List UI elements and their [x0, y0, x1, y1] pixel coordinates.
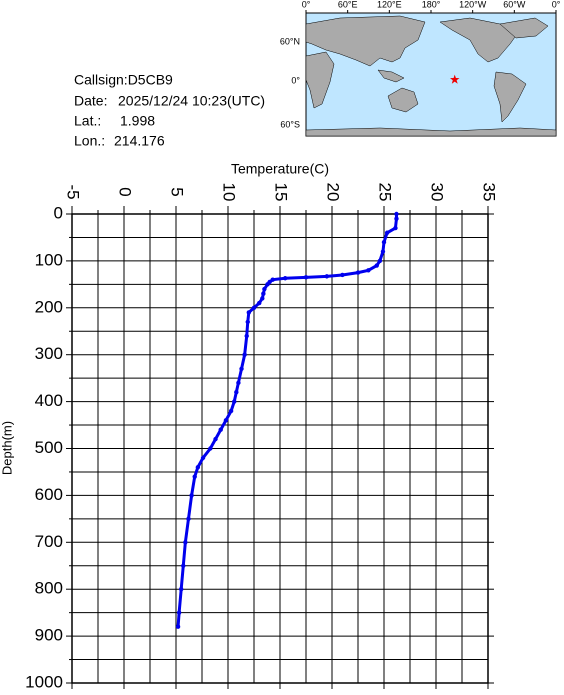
x-axis-title: Temperature(C): [231, 161, 329, 177]
map-lon-label: 120°E: [377, 0, 402, 9]
data-point: [245, 319, 250, 325]
data-point: [223, 418, 229, 423]
lon-label: Lon.:: [74, 133, 105, 149]
map-lon-label: 60°W: [503, 0, 526, 9]
data-point: [340, 272, 345, 278]
y-tick-label: 400: [35, 391, 63, 410]
world-map: [305, 12, 557, 137]
y-tick-label: 300: [35, 344, 63, 363]
y-tick-label: 600: [35, 485, 63, 504]
data-point: [183, 540, 188, 545]
data-point: [179, 587, 184, 592]
location-marker: [450, 74, 460, 84]
data-point: [270, 277, 275, 282]
x-tick-label: 20: [324, 183, 343, 202]
map-lon-label: 180°: [422, 0, 441, 9]
data-point: [257, 300, 262, 306]
map-lon-label: 0°: [302, 0, 311, 9]
data-point: [394, 211, 399, 217]
data-point: [355, 270, 361, 275]
callsign: Callsign:D5CB9: [74, 72, 173, 88]
data-point: [232, 399, 237, 404]
data-point: [218, 427, 223, 432]
data-point: [251, 305, 257, 310]
data-point: [236, 380, 241, 386]
map-land: [493, 71, 527, 123]
lat: 1.998: [120, 113, 155, 129]
data-point: [374, 263, 379, 268]
data-point: [393, 225, 398, 231]
map-land: [305, 15, 426, 67]
data-point: [242, 352, 247, 357]
data-point: [384, 230, 390, 235]
map-lat-label: 60°S: [280, 119, 300, 129]
data-point: [200, 455, 206, 461]
y-tick-label: 700: [35, 532, 63, 551]
data-point: [228, 408, 234, 414]
data-point: [189, 493, 194, 498]
x-tick-label: -5: [64, 184, 83, 199]
x-tick-label: 15: [272, 183, 291, 202]
data-point: [186, 516, 191, 522]
map-lon-label: 60°E: [338, 0, 358, 9]
x-tick-label: 5: [168, 187, 187, 196]
data-point: [303, 275, 309, 280]
x-tick-label: 10: [220, 183, 239, 202]
y-axis-title: Depth(m): [0, 421, 14, 475]
data-point: [175, 624, 181, 629]
data-point: [394, 216, 399, 221]
map-lon-label: 120°W: [459, 0, 487, 9]
map-land: [305, 51, 335, 109]
data-point: [181, 563, 186, 568]
map-land: [499, 17, 549, 39]
data-point: [244, 333, 249, 339]
data-point: [283, 276, 288, 281]
map-lat-label: 60°N: [280, 36, 300, 46]
data-point: [366, 268, 371, 273]
y-tick-label: 200: [35, 297, 63, 316]
data-point: [381, 239, 387, 245]
map-land: [305, 127, 557, 137]
data-point: [246, 310, 251, 315]
y-tick-label: 0: [54, 203, 63, 222]
y-tick-label: 800: [35, 579, 63, 598]
date: 2025/12/24 10:23(UTC): [118, 93, 265, 109]
x-tick-label: 35: [480, 183, 499, 202]
plot-frame: [71, 213, 489, 684]
data-point: [234, 390, 239, 395]
y-tick-label: 500: [35, 438, 63, 457]
data-point: [377, 258, 383, 264]
map-land: [387, 87, 419, 113]
x-tick-label: 30: [428, 183, 447, 202]
data-point: [213, 436, 218, 442]
data-point: [195, 465, 201, 470]
y-tick-label: 1000: [25, 672, 63, 690]
y-tick-label: 100: [35, 250, 63, 269]
x-tick-label: 0: [116, 187, 135, 196]
data-point: [260, 296, 265, 301]
y-tick-label: 900: [35, 626, 63, 645]
date-label: Date:: [74, 93, 107, 109]
data-point: [265, 282, 270, 287]
data-point: [239, 366, 244, 371]
map-lat-label: 0°: [291, 75, 300, 85]
data-point: [208, 446, 213, 451]
map-land: [377, 69, 405, 83]
data-point: [261, 291, 266, 296]
data-point: [380, 249, 386, 254]
data-point: [262, 286, 267, 292]
data-point: [192, 474, 197, 479]
lat-label: Lat.:: [74, 113, 101, 129]
map-land: [439, 17, 521, 63]
data-point: [324, 274, 329, 279]
lon: 214.176: [114, 133, 165, 149]
map-lon-label: 0°: [552, 0, 561, 9]
data-point: [176, 610, 182, 615]
x-tick-label: 25: [376, 183, 395, 202]
